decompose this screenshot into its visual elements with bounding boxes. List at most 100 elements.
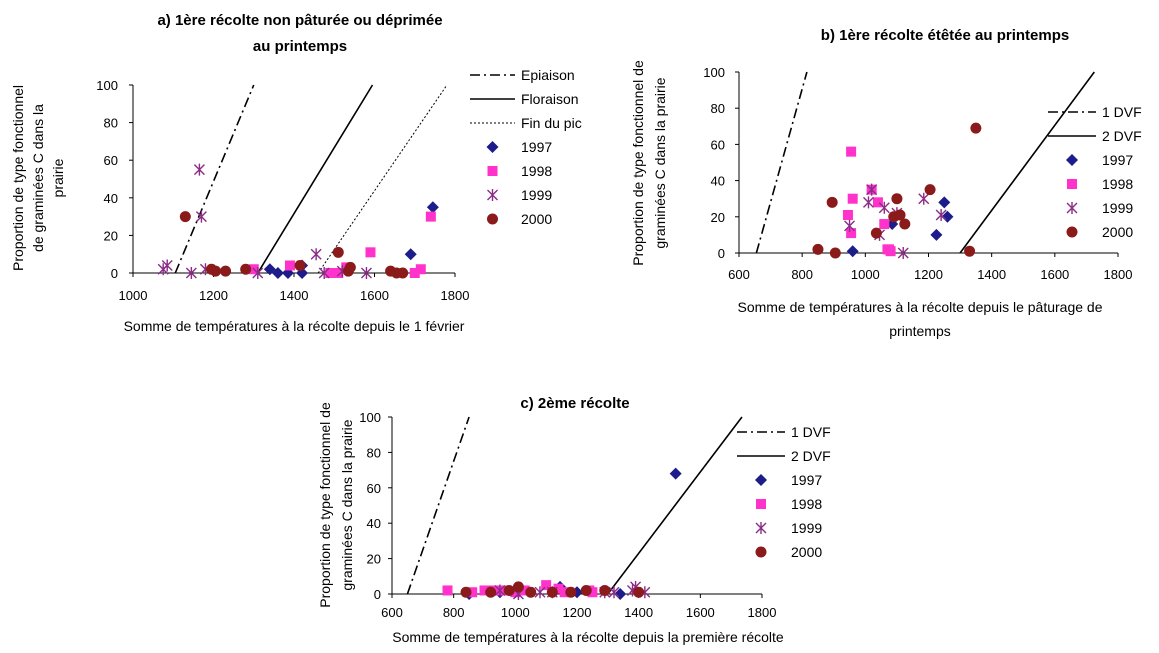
- legend-swatch-marker: [486, 141, 499, 153]
- data-point-2000: [970, 122, 982, 134]
- data-point-2000: [580, 584, 592, 596]
- data-point-1998: [365, 247, 376, 258]
- data-point-1999: [494, 584, 506, 597]
- x-tick-label: 600: [728, 267, 750, 282]
- data-point-2000: [220, 265, 232, 277]
- data-point-1997: [846, 245, 859, 258]
- chart-title-line: c) 2ème récolte: [520, 395, 629, 412]
- legend-swatch-marker: [487, 166, 498, 176]
- reference-line-epiaison: [174, 84, 255, 273]
- legend-label: 1 DVF: [791, 424, 831, 440]
- y-tick-label: 40: [367, 516, 381, 531]
- data-point-1998: [846, 146, 857, 157]
- reference-line-fin-du-pic: [317, 84, 448, 273]
- x-tick-label: 1600: [686, 605, 715, 620]
- y-tick-label: 100: [359, 410, 381, 425]
- y-axis-label: graminées C dans la prairie: [652, 77, 668, 248]
- y-axis-label: graminées C dans la prairie: [339, 419, 355, 590]
- y-axis-label: prairie: [50, 158, 66, 197]
- data-point-1998: [510, 587, 521, 598]
- data-point-2000: [179, 211, 191, 223]
- legend-swatch-marker: [1066, 226, 1078, 238]
- data-point-1998: [284, 260, 295, 271]
- y-tick-label: 20: [711, 210, 725, 225]
- data-point-2000: [344, 261, 356, 273]
- legend-swatch-marker: [756, 499, 766, 509]
- legend-label: 1999: [1102, 200, 1133, 216]
- data-point-1997: [930, 228, 943, 241]
- legend-label: 1997: [1102, 152, 1133, 168]
- legend-swatch-marker: [1066, 202, 1078, 214]
- legend-swatch-marker: [487, 189, 498, 201]
- data-point-2000: [633, 586, 645, 598]
- x-tick-label: 1800: [1104, 267, 1133, 282]
- data-point-1997: [938, 196, 951, 209]
- data-point-2000: [546, 586, 558, 598]
- data-point-1999: [360, 267, 372, 279]
- x-tick-label: 1600: [1040, 267, 1069, 282]
- data-point-1999: [310, 248, 322, 261]
- y-tick-label: 80: [104, 116, 118, 131]
- data-point-1997: [271, 267, 284, 279]
- reference-line-2-dvf: [959, 71, 1095, 253]
- x-tick-label: 1000: [501, 605, 530, 620]
- legend-label: Floraison: [521, 91, 579, 107]
- y-axis-label: Proportion de type fonctionnel de: [630, 60, 646, 266]
- y-tick-label: 0: [111, 266, 118, 281]
- legend: 1 DVF 2 DVF 1997 1998 1999 2000: [1048, 104, 1142, 240]
- data-point-2000: [899, 218, 911, 230]
- data-point-1998: [842, 209, 853, 220]
- reference-line-2-dvf: [607, 416, 743, 594]
- data-point-2000: [294, 259, 306, 271]
- data-point-2000: [485, 586, 497, 598]
- legend-label: 1997: [521, 139, 552, 155]
- legend-label: 1 DVF: [1102, 104, 1142, 120]
- data-point-1999: [866, 183, 878, 196]
- data-point-2000: [210, 265, 222, 277]
- legend-swatch-marker: [755, 474, 767, 486]
- data-point-1998: [553, 583, 564, 594]
- data-point-1998: [442, 585, 453, 596]
- data-point-1998: [519, 585, 530, 596]
- data-point-1998: [587, 587, 598, 598]
- data-point-2000: [964, 245, 976, 257]
- x-tick-label: 1400: [624, 605, 653, 620]
- legend-swatch-marker: [487, 213, 498, 225]
- data-point-2000: [460, 586, 472, 598]
- data-point-2000: [503, 584, 515, 596]
- y-axis-label: de graminées C dans la: [30, 104, 46, 252]
- y-tick-label: 20: [367, 552, 381, 567]
- data-point-1998: [541, 580, 552, 591]
- x-axis-label: Somme de températures à la récolte depui…: [392, 629, 784, 645]
- data-point-1999: [897, 247, 909, 259]
- y-tick-label: 60: [104, 153, 118, 168]
- reference-line-1-dvf: [406, 416, 470, 594]
- legend-swatch-marker: [755, 522, 767, 534]
- y-tick-label: 60: [367, 481, 381, 496]
- y-tick-label: 80: [367, 445, 381, 460]
- legend-label: 2000: [791, 544, 822, 560]
- y-tick-label: 80: [711, 101, 725, 116]
- x-tick-label: 1400: [280, 288, 309, 303]
- x-tick-label: 800: [791, 267, 813, 282]
- legend: Epiaison Floraison Fin du pic 1997 1998 1999 2…: [470, 67, 582, 227]
- data-point-1998: [479, 585, 490, 596]
- data-point-2000: [891, 193, 903, 205]
- data-point-2000: [599, 584, 611, 596]
- legend-label: 1999: [791, 520, 822, 536]
- y-tick-label: 40: [711, 174, 725, 189]
- data-point-1997: [404, 248, 417, 261]
- x-tick-label: 1800: [748, 605, 777, 620]
- legend-label: 1998: [521, 163, 552, 179]
- data-point-1997: [426, 201, 439, 214]
- data-point-2000: [332, 246, 344, 258]
- data-point-2000: [924, 184, 936, 196]
- reference-line-1-dvf: [755, 71, 808, 253]
- legend-swatch-marker: [755, 546, 767, 558]
- data-point-1999: [195, 210, 207, 223]
- x-axis-label: printemps: [889, 323, 950, 339]
- legend-label: 1998: [791, 496, 822, 512]
- data-point-1998: [333, 268, 344, 278]
- legend-label: 2 DVF: [791, 448, 831, 464]
